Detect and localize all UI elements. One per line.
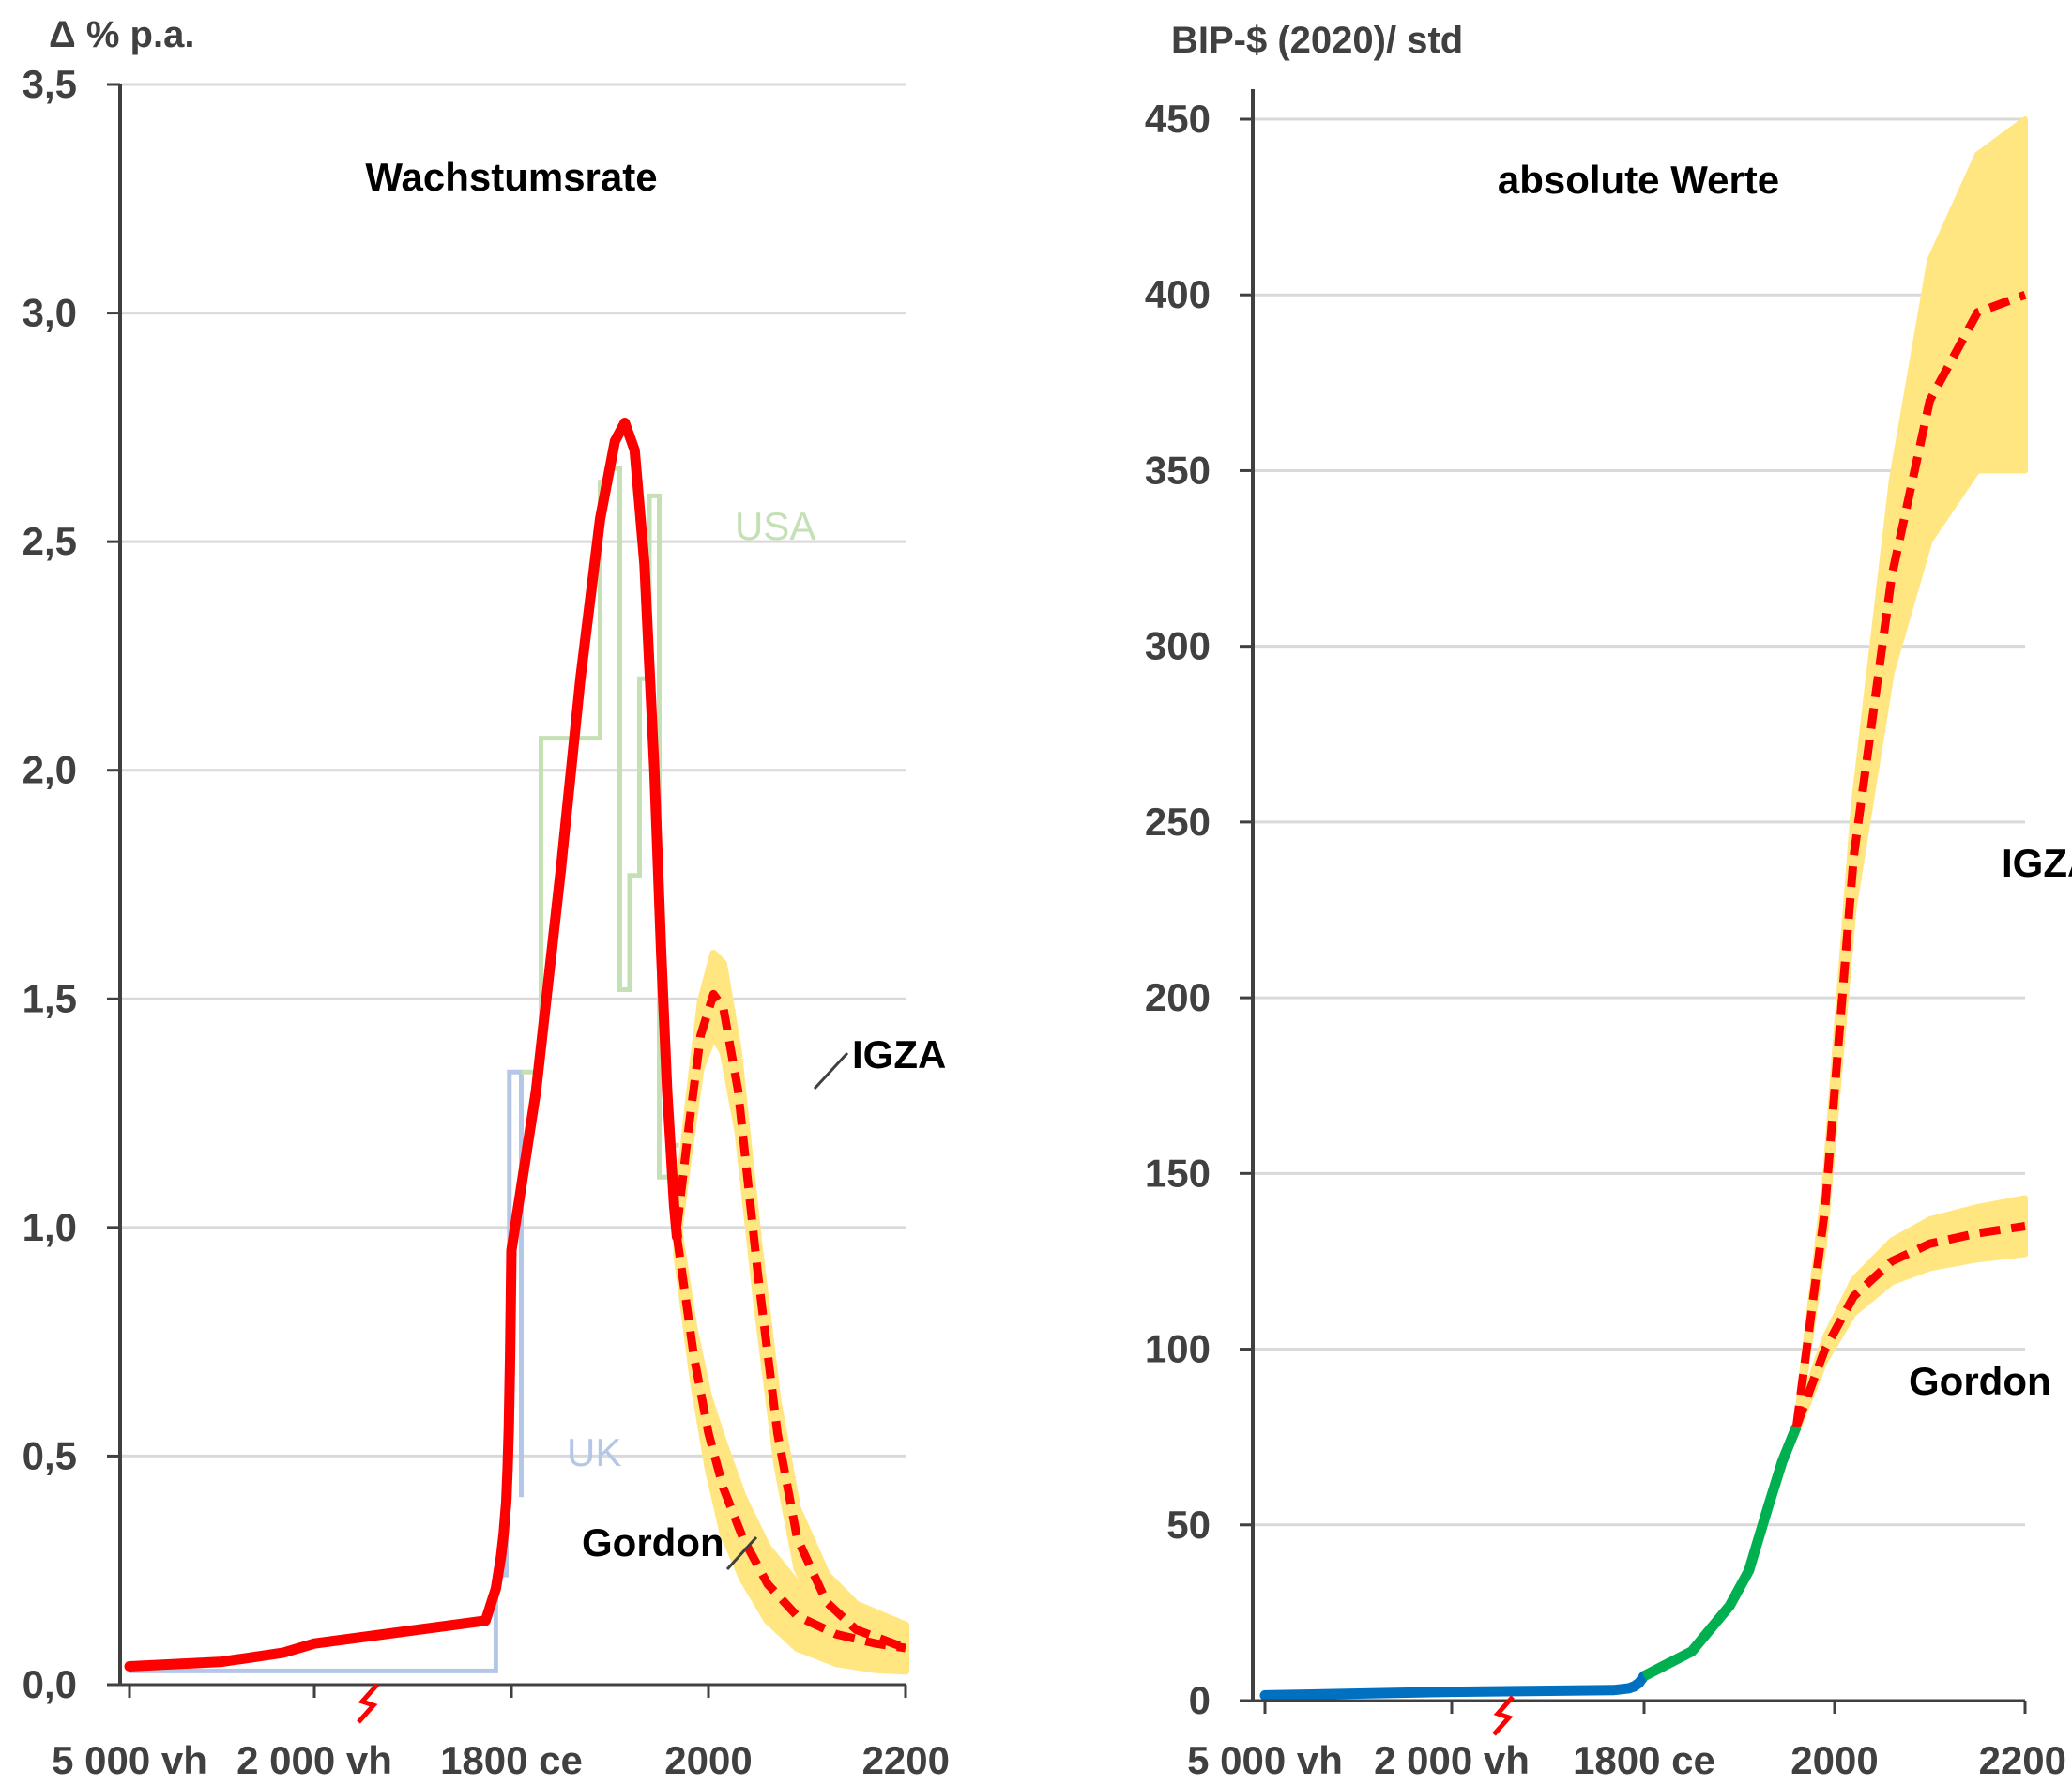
early-gdp-line	[1259, 1671, 1650, 1701]
left-axis-break-mark	[357, 1683, 379, 1724]
gordon-leader-line	[725, 1535, 758, 1571]
uk-label: UK	[567, 1430, 621, 1474]
growth-rate-panel: 0,0 0,5 1,0 1,5 2,0 2,5 3,0 3,5 5 000 vh 2 000 v…	[23, 14, 950, 1782]
modern-gdp-line	[1641, 1424, 1802, 1681]
usa-step-line	[521, 466, 679, 1180]
y-tick-label: 0,5	[23, 1433, 77, 1477]
left-series	[124, 418, 909, 1675]
y-tick-label: 100	[1145, 1327, 1211, 1371]
x-tick-label: 2000	[664, 1738, 752, 1782]
y-tick-label: 3,5	[23, 62, 77, 106]
y-tick-label: 2,5	[23, 519, 77, 563]
historic-growth-line	[124, 418, 682, 1672]
left-gridlines	[107, 83, 906, 1687]
x-tick-label: 2200	[862, 1738, 950, 1782]
right-x-tick-labels: 5 000 vh 2 000 vh 1800 ce 2000 2200	[1187, 1701, 2066, 1782]
left-chart-title: Wachstumsrate	[365, 155, 657, 199]
right-y-axis-label: BIP-$ (2020)/ std	[1171, 20, 1463, 61]
x-tick-label: 2200	[1979, 1738, 2066, 1782]
left-y-tick-labels: 0,0 0,5 1,0 1,5 2,0 2,5 3,0 3,5	[23, 62, 77, 1706]
usa-label: USA	[735, 504, 815, 548]
left-x-tick-labels: 5 000 vh 2 000 vh 1800 ce 2000 2200	[52, 1685, 950, 1782]
right-gordon-label: Gordon	[1909, 1359, 2051, 1403]
x-tick-label: 2 000 vh	[1374, 1738, 1530, 1782]
y-tick-label: 400	[1145, 272, 1211, 316]
x-tick-label: 1800 ce	[1573, 1738, 1715, 1782]
y-tick-label: 200	[1145, 975, 1211, 1019]
gordon-label: Gordon	[582, 1520, 724, 1565]
projection-line-gordon	[672, 1235, 906, 1653]
right-chart-title: absolute Werte	[1498, 158, 1779, 202]
axis-break-zigzag	[1492, 1695, 1515, 1736]
projection-line-igza	[1791, 290, 2027, 1427]
x-tick-label: 1800 ce	[440, 1738, 583, 1782]
y-tick-label: 250	[1145, 800, 1211, 844]
y-tick-label: 150	[1145, 1151, 1211, 1195]
right-igza-label: IGZA	[2002, 841, 2072, 885]
right-axis-break-mark	[1492, 1695, 1515, 1736]
axis-break-zigzag	[357, 1683, 379, 1724]
y-tick-label: 0	[1189, 1678, 1211, 1722]
left-y-axis-label: Δ % p.a.	[49, 14, 194, 55]
y-tick-label: 0,0	[23, 1662, 77, 1706]
right-series	[1259, 116, 2028, 1701]
y-tick-label: 450	[1145, 97, 1211, 141]
igza-leader-line	[813, 1051, 849, 1091]
projection-line-gordon	[1792, 1222, 2026, 1428]
x-tick-label: 5 000 vh	[52, 1738, 207, 1782]
igza-label: IGZA	[852, 1032, 946, 1076]
y-tick-label: 50	[1166, 1503, 1211, 1547]
absolute-values-panel: 0 50 100 150 200 250 300 350 400 450 5 000 vh 2 00…	[1145, 20, 2072, 1782]
x-tick-label: 5 000 vh	[1187, 1738, 1343, 1782]
uk-step-line	[130, 1069, 524, 1673]
projection-line-igza	[672, 989, 907, 1653]
uncertainty-band-gordon	[1793, 1195, 2028, 1437]
y-tick-label: 300	[1145, 624, 1211, 668]
y-tick-label: 350	[1145, 448, 1211, 492]
y-tick-label: 3,0	[23, 291, 77, 335]
x-tick-label: 2000	[1790, 1738, 1878, 1782]
y-tick-label: 1,5	[23, 976, 77, 1020]
right-y-tick-labels: 0 50 100 150 200 250 300 350 400 450	[1145, 97, 1211, 1722]
right-gridlines	[1240, 117, 2025, 1702]
y-tick-label: 1,0	[23, 1205, 77, 1249]
x-tick-label: 2 000 vh	[236, 1738, 392, 1782]
y-tick-label: 2,0	[23, 748, 77, 792]
